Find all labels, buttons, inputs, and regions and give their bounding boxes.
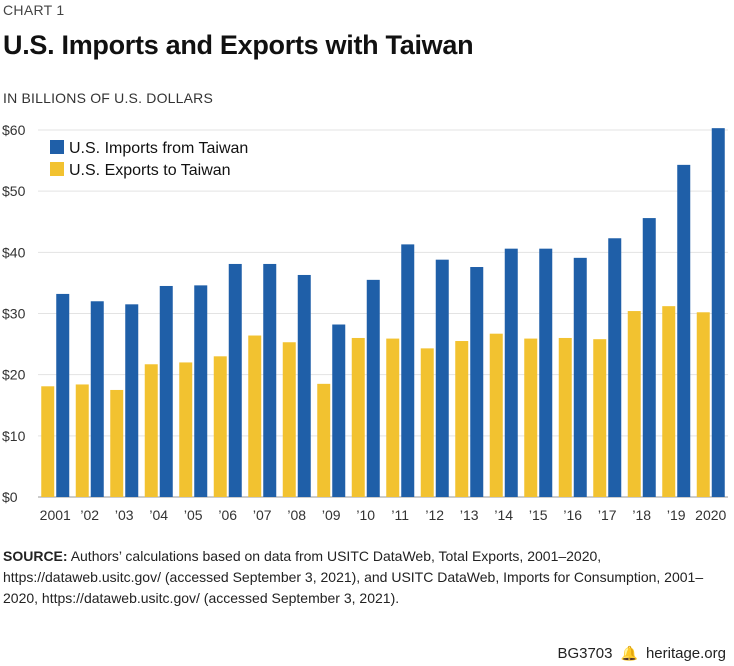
x-tick-label: ’18 xyxy=(632,507,651,523)
bar-imports xyxy=(297,274,311,497)
bar-imports xyxy=(573,257,587,497)
report-code: BG3703 xyxy=(557,645,613,662)
bar-exports xyxy=(75,384,89,497)
bar-imports xyxy=(504,248,518,497)
bar-imports xyxy=(56,293,70,497)
bar-exports xyxy=(317,383,331,497)
x-tick-label: ’03 xyxy=(115,507,134,523)
x-tick-label: ’08 xyxy=(287,507,306,523)
y-tick-label: $40 xyxy=(2,244,26,260)
footer: BG3703 🔔 heritage.org xyxy=(557,645,726,662)
site-link[interactable]: heritage.org xyxy=(645,645,726,662)
bar-exports xyxy=(696,312,710,497)
y-tick-label: $50 xyxy=(2,183,26,199)
bar-exports xyxy=(386,338,400,497)
x-tick-label: ’14 xyxy=(494,507,513,523)
x-tick-label: ’05 xyxy=(184,507,203,523)
y-tick-label: $30 xyxy=(2,306,26,322)
bar-imports xyxy=(90,301,104,497)
bar-exports xyxy=(593,339,607,497)
legend-swatch xyxy=(50,162,64,176)
units-label: IN BILLIONS OF U.S. DOLLARS xyxy=(3,90,214,106)
bar-imports xyxy=(677,164,691,498)
bar-chart: $0 $10 $20 $30 $40 $50 $60 2001 ’02 ’03 ’04 ’05 ’06 ’… xyxy=(2,122,728,523)
x-tick-label: ’17 xyxy=(598,507,617,523)
bar-exports xyxy=(213,356,227,497)
bar-imports xyxy=(608,238,622,497)
bar-exports xyxy=(558,337,572,497)
bar-exports xyxy=(489,333,503,497)
y-tick-label: $20 xyxy=(2,367,26,383)
x-tick-label: 2001 xyxy=(40,507,71,523)
x-tick-label: ’12 xyxy=(425,507,444,523)
bar-imports xyxy=(194,285,208,497)
legend-label: U.S. Imports from Taiwan xyxy=(69,140,248,157)
bar-imports xyxy=(435,259,449,497)
x-tick-label: ’19 xyxy=(667,507,686,523)
bar-exports xyxy=(662,306,676,497)
x-tick-label: ’04 xyxy=(149,507,168,523)
bar-imports xyxy=(366,279,380,497)
x-tick-label: ’10 xyxy=(356,507,375,523)
source-label: SOURCE: xyxy=(3,548,68,564)
bar-imports xyxy=(332,324,346,497)
x-tick-label: ’07 xyxy=(253,507,272,523)
x-tick-label: ’09 xyxy=(322,507,341,523)
y-tick-label: $0 xyxy=(2,489,18,505)
bar-imports xyxy=(125,304,139,497)
bar-exports xyxy=(144,364,158,497)
bar-exports xyxy=(248,335,262,497)
bar-imports xyxy=(470,267,484,497)
bar-exports xyxy=(524,338,538,497)
bar-exports xyxy=(41,386,55,497)
source-note: SOURCE: Authors’ calculations based on d… xyxy=(3,546,723,609)
x-tick-label: ’02 xyxy=(80,507,99,523)
bar-imports xyxy=(263,263,277,497)
bar-imports xyxy=(539,248,553,497)
bar-exports xyxy=(282,342,296,497)
bar-imports xyxy=(401,244,415,497)
bar-exports xyxy=(420,348,434,497)
bar-exports xyxy=(455,341,469,497)
x-tick-label: ’15 xyxy=(529,507,548,523)
bar-exports xyxy=(627,311,641,497)
x-tick-label: 2020 xyxy=(695,507,726,523)
bar-imports xyxy=(711,128,725,497)
y-tick-label: $60 xyxy=(2,122,26,138)
x-tick-label: ’16 xyxy=(563,507,582,523)
bar-exports xyxy=(110,389,124,497)
bar-imports xyxy=(642,218,656,497)
x-tick-label: ’11 xyxy=(391,507,409,523)
bar-exports xyxy=(179,362,193,497)
liberty-bell-icon: 🔔 xyxy=(620,645,638,661)
x-tick-label: ’13 xyxy=(460,507,479,523)
chart-title: U.S. Imports and Exports with Taiwan xyxy=(3,30,474,60)
x-tick-label: ’06 xyxy=(218,507,237,523)
source-text: Authors’ calculations based on data from… xyxy=(3,548,704,606)
bar-imports xyxy=(228,263,242,497)
chart-kicker: CHART 1 xyxy=(3,2,65,18)
legend-label: U.S. Exports to Taiwan xyxy=(69,162,231,179)
y-tick-label: $10 xyxy=(2,428,26,444)
legend-swatch xyxy=(50,140,64,154)
bar-imports xyxy=(159,285,173,497)
bar-exports xyxy=(351,337,365,497)
